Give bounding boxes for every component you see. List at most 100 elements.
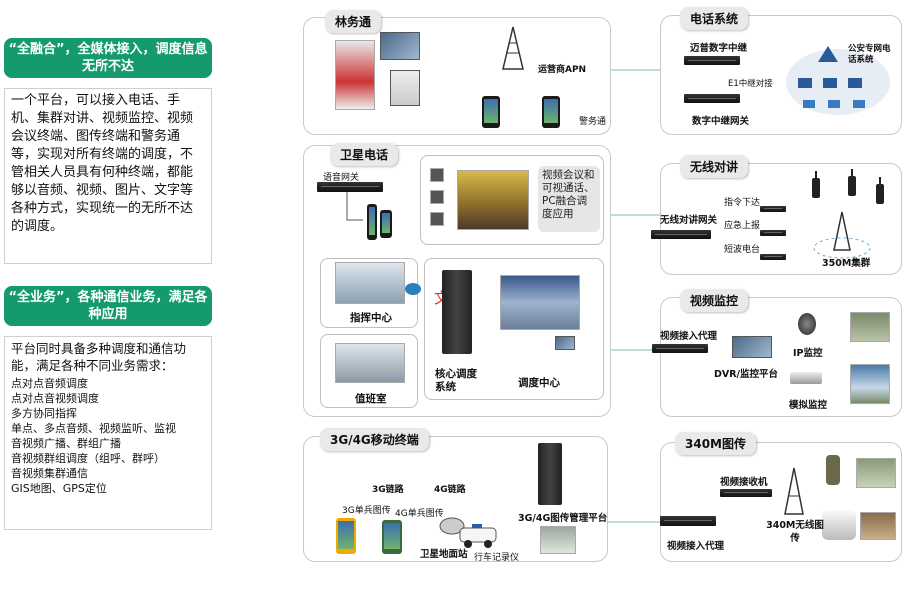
analog-camera-view: [850, 364, 890, 404]
terminal-icon-2: [430, 190, 444, 204]
label-police-net: 公安专网电话系统: [848, 44, 891, 65]
label-relay: 迈普数字中继: [690, 43, 748, 54]
platform-screen: [540, 526, 576, 554]
tab-wireless: 无线对讲: [680, 155, 749, 178]
dvr-monitor: [732, 336, 772, 358]
label-analog-monitor: 模拟监控: [789, 400, 828, 411]
platform-server: [538, 443, 562, 505]
router-icon: [405, 283, 421, 295]
label-voice-gateway: 语音网关: [323, 173, 360, 183]
label-dispatch-center: 调度中心: [518, 377, 560, 389]
label-apn: 运营商APN: [538, 65, 587, 75]
list-item: 点对点音频调度: [11, 377, 88, 390]
label-core-system: 核心调度系统: [435, 368, 477, 393]
laptop-image: [380, 32, 420, 60]
label-emergency-up: 应急上报: [724, 221, 761, 231]
handheld-radio-3: [876, 177, 884, 204]
server-rack: [442, 270, 472, 354]
voice-gateway-device: [317, 182, 383, 192]
label-duty-room: 值班室: [355, 393, 387, 405]
label-receiver: 视频接收机: [720, 477, 768, 488]
soldier-figure: [826, 455, 840, 485]
radio-base-2: [760, 230, 786, 236]
label-sat-station: 卫星地面站: [420, 549, 468, 560]
list-item: 单点、多点音频、视频监听、监视: [11, 422, 176, 435]
list-item: GIS地图、GPS定位: [11, 482, 107, 495]
list-item: 音视频集群通信: [11, 467, 88, 480]
duty-room-image: [335, 343, 405, 383]
label-340m-access: 视频接入代理: [667, 541, 725, 552]
tower-icon: [502, 26, 524, 70]
label-3g-single: 3G单兵图传: [342, 506, 391, 516]
police-network-cloud: [786, 46, 890, 115]
terminal-icon-3: [430, 212, 444, 226]
label-recorder: 行车记录仪: [474, 553, 520, 563]
label-digital-gateway: 数字中继网关: [692, 116, 750, 127]
ip-camera-view: [850, 312, 890, 342]
label-340m-tx: 340M无线图传: [766, 520, 824, 544]
mobile-terminal-2: [542, 96, 560, 128]
analog-camera-icon: [790, 372, 822, 384]
handheld-radio-2: [848, 169, 856, 196]
label-jingwutong: 警务通: [579, 117, 607, 127]
digital-gateway-device: [684, 94, 740, 103]
label-sms: 短波电台: [724, 245, 761, 255]
radio-base-1: [760, 206, 786, 212]
video-access-device: [652, 344, 708, 353]
label-video-access: 视频接入代理: [660, 331, 718, 342]
wireless-gateway-device: [651, 230, 711, 239]
4g-terminal-device: [382, 520, 402, 554]
sat-phone-2: [380, 210, 392, 238]
features-heading: 平台同时具备多种调度和通信功能，满足各种不同业务需求：: [11, 341, 187, 373]
label-e1: E1中继对接: [728, 79, 773, 89]
label-cmd-down: 指令下达: [724, 198, 761, 208]
banner-full-integration-text: “全融合”，全媒体接入，调度信息无所不达: [8, 42, 208, 74]
conference-room-image: [457, 170, 529, 230]
label-platform: 3G/4G图传管理平台: [518, 513, 608, 524]
features-box: 平台同时具备多种调度和通信功能，满足各种不同业务需求： 点对点音频调度 点对点音…: [4, 336, 212, 530]
dispatch-monitor-image: [555, 336, 575, 350]
satellite-station-icon: [439, 517, 497, 548]
ip-camera-icon: [798, 313, 816, 335]
receiver-device: [720, 489, 772, 497]
handheld-radio-1: [812, 171, 820, 198]
label-command-center: 指挥中心: [350, 312, 392, 324]
terminal-icon-1: [430, 168, 444, 182]
tab-video-monitor: 视频监控: [680, 289, 749, 312]
tab-340m: 340M图传: [675, 432, 756, 455]
label-ip-monitor: IP监控: [793, 348, 823, 359]
banner-full-integration: “全融合”，全媒体接入，调度信息无所不达: [4, 38, 212, 78]
340m-view-1: [856, 458, 896, 488]
relay-device: [684, 56, 740, 65]
cluster-tower-icon: [813, 211, 871, 259]
tab-phone-system: 电话系统: [680, 7, 749, 30]
intro-box: 一个平台，可以接入电话、手机、集群对讲、视频监控、视频会议终端、图传终端和警务通…: [4, 88, 212, 264]
label-wireless-gateway: 无线对讲网关: [660, 215, 718, 226]
label-cluster: 350M集群: [822, 258, 871, 269]
list-item: 音视频群组调度（组呼、群呼）: [11, 452, 165, 465]
intro-text: 一个平台，可以接入电话、手机、集群对讲、视频监控、视频会议终端、图传终端和警务通…: [11, 93, 194, 234]
mobile-terminal-1: [482, 96, 500, 128]
tab-linwutong: 林务通: [325, 10, 382, 33]
tab-satellite: 卫星电话: [330, 143, 399, 166]
340m-view-2: [860, 512, 896, 540]
340m-tower-icon: [784, 467, 804, 515]
3g-terminal-device: [336, 518, 356, 554]
label-4g-link: 4G链路: [434, 485, 466, 495]
banner-full-service-text: “全业务”，各种通信业务，满足各种应用: [8, 290, 208, 322]
label-dvr: DVR/监控平台: [714, 369, 779, 380]
list-item: 音视频广播、群组广播: [11, 437, 121, 450]
banner-full-service: “全业务”，各种通信业务，满足各种应用: [4, 286, 212, 326]
map-image: [390, 70, 420, 106]
label-4g-single: 4G单兵图传: [395, 509, 444, 519]
list-item: 多方协同指挥: [11, 407, 77, 420]
kiosk-image: [335, 40, 375, 110]
video-conference-label: 视频会议和可视通话、PC融合调度应用: [538, 166, 600, 232]
features-list: 点对点音频调度 点对点音视频调度 多方协同指挥 单点、多点音频、视频监听、监视 …: [5, 374, 211, 498]
tab-mobile: 3G/4G移动终端: [320, 428, 429, 451]
sat-phone-1: [367, 204, 377, 240]
gateway-link: [346, 192, 363, 221]
340m-access-device: [660, 516, 716, 526]
radio-base-3: [760, 254, 786, 260]
list-item: 点对点音视频调度: [11, 392, 99, 405]
